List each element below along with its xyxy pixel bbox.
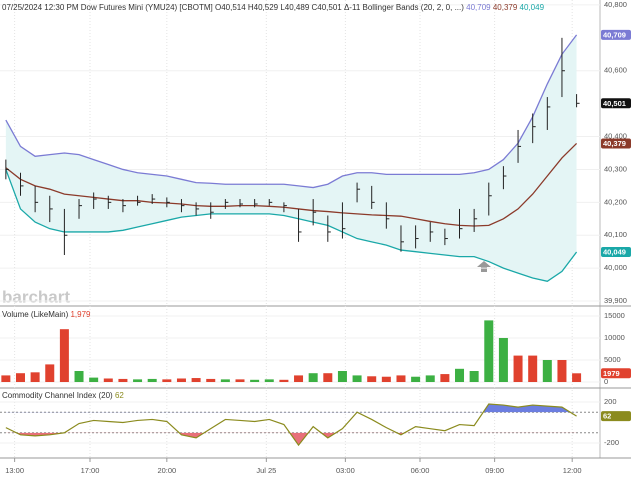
y-tick-label: 39,900 xyxy=(604,296,627,305)
cci-legend: Commodity Channel Index (20) 62 xyxy=(2,391,124,400)
volume-bar xyxy=(323,373,333,383)
x-tick-label: Jul 25 xyxy=(256,466,276,475)
volume-bar xyxy=(59,329,69,383)
y-tick-label: 40,600 xyxy=(604,66,627,75)
y-tick-label: 40,400 xyxy=(604,132,627,141)
signal-arrow xyxy=(477,261,491,272)
legend-title: Volume (LikeMain) xyxy=(2,310,69,319)
volume-bar xyxy=(455,368,465,383)
value-tag-label: 40,709 xyxy=(603,30,626,39)
volume-bar xyxy=(15,373,25,383)
value-tag-label: 40,379 xyxy=(603,139,626,148)
volume-legend: Volume (LikeMain) 1,979 xyxy=(2,310,91,319)
value-tag xyxy=(601,247,631,258)
y-tick-label: 10000 xyxy=(604,333,625,342)
volume-bar xyxy=(176,378,186,383)
volume-bar xyxy=(498,337,508,383)
legend-value: 40,379 xyxy=(493,3,518,12)
volume-bar xyxy=(542,360,552,383)
volume-bar xyxy=(308,373,318,383)
volume-bar xyxy=(147,378,157,383)
volume-bar xyxy=(513,355,523,383)
y-tick-label: 40,100 xyxy=(604,230,627,239)
volume-bar xyxy=(74,371,84,383)
y-tick-label: 15000 xyxy=(604,311,625,320)
volume-bar xyxy=(118,378,128,383)
value-tag-label: 62 xyxy=(603,412,611,421)
volume-bar xyxy=(133,379,143,383)
volume-bar xyxy=(367,376,377,383)
value-tag-label: 1979 xyxy=(603,369,620,378)
value-tag xyxy=(601,411,631,422)
price-legend: 07/25/2024 12:30 PM Dow Futures Mini (YM… xyxy=(2,3,545,12)
volume-bar xyxy=(352,375,362,383)
x-tick-label: 20:00 xyxy=(157,466,176,475)
value-tag-label: 40,049 xyxy=(603,248,626,257)
y-tick-label: 40,300 xyxy=(604,164,627,173)
value-tag xyxy=(601,98,631,109)
legend-value: 40,049 xyxy=(520,3,545,12)
volume-bar xyxy=(425,375,435,383)
value-tag xyxy=(601,368,631,379)
band-line xyxy=(5,169,578,283)
x-tick-label: 06:00 xyxy=(411,466,430,475)
legend-title: Commodity Channel Index (20) xyxy=(2,391,113,400)
volume-bar xyxy=(572,373,582,383)
volume-bar xyxy=(235,379,245,383)
overbought-fill xyxy=(5,404,577,413)
volume-bar xyxy=(440,374,450,383)
volume-bar xyxy=(264,379,274,383)
cci-line xyxy=(5,403,577,447)
value-tag xyxy=(601,29,631,40)
x-tick-label: 17:00 xyxy=(81,466,100,475)
y-tick-label: 200 xyxy=(604,397,617,406)
value-tag-label: 40,501 xyxy=(603,99,626,108)
volume-bar xyxy=(45,364,55,383)
volume-bar xyxy=(557,360,567,383)
legend-value: 62 xyxy=(115,391,124,400)
x-tick-label: 03:00 xyxy=(336,466,355,475)
y-tick-label: 40,000 xyxy=(604,263,627,272)
volume-bar xyxy=(89,377,99,383)
volume-bar xyxy=(1,375,11,383)
volume-bar xyxy=(294,375,304,383)
volume-bar xyxy=(191,378,201,383)
volume-bar xyxy=(30,372,40,383)
band-fill xyxy=(5,34,577,282)
volume-bar xyxy=(469,371,479,383)
y-tick-label: 0 xyxy=(604,377,608,386)
volume-bar xyxy=(396,375,406,383)
x-tick-label: 13:00 xyxy=(5,466,24,475)
legend-value: 40,709 xyxy=(466,3,491,12)
volume-bar xyxy=(250,379,260,383)
y-tick-label: 5000 xyxy=(604,355,621,364)
volume-bar xyxy=(279,379,289,383)
legend-value: 1,979 xyxy=(70,310,91,319)
volume-bar xyxy=(484,320,494,383)
volume-bar xyxy=(220,379,230,383)
band-line xyxy=(5,34,578,189)
x-tick-label: 09:00 xyxy=(485,466,504,475)
x-tick-label: 12:00 xyxy=(563,466,582,475)
y-tick-label: 40,800 xyxy=(604,0,627,9)
band-line xyxy=(5,142,578,227)
legend-title: 07/25/2024 12:30 PM Dow Futures Mini (YM… xyxy=(2,3,361,12)
legend-indicator: Bollinger Bands (20, 2, 0, ...) xyxy=(363,3,465,12)
volume-bar xyxy=(162,379,172,383)
volume-bar xyxy=(411,376,421,383)
volume-bar xyxy=(381,376,391,383)
value-tag xyxy=(601,138,631,149)
volume-bar xyxy=(337,371,347,383)
volume-bar xyxy=(206,378,216,383)
volume-bar xyxy=(103,378,113,383)
y-tick-label: 40,200 xyxy=(604,197,627,206)
watermark: barchart xyxy=(2,287,70,306)
y-tick-label: -200 xyxy=(604,438,619,447)
volume-bar xyxy=(528,355,538,383)
